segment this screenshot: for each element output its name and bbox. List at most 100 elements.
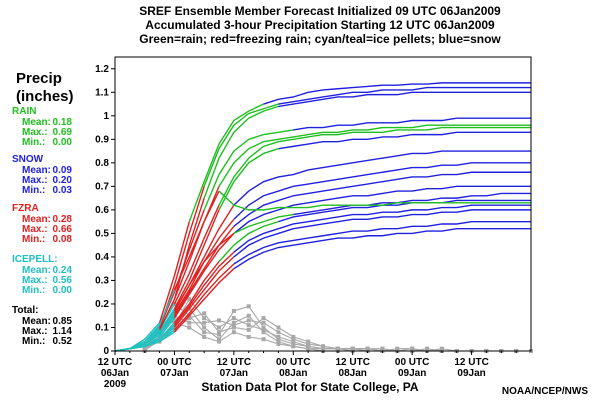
stat-label: Mean: xyxy=(22,165,51,176)
member-line-m13-fzra xyxy=(173,261,220,324)
x-tick-label: 09Jan xyxy=(398,368,426,379)
member-line-m13-rain xyxy=(218,220,279,263)
title-line-1: SREF Ensemble Member Forecast Initialize… xyxy=(139,4,501,18)
three-hour-point xyxy=(306,344,311,349)
three-hour-point xyxy=(187,297,192,302)
x-tick-label: 09Jan xyxy=(457,368,485,379)
precip-label: Precip (inches) xyxy=(16,70,74,106)
stat-label: Min.: xyxy=(22,285,46,296)
x-tick-label: 2009 xyxy=(104,379,127,390)
member-line-m2-rain xyxy=(203,103,279,187)
y-tick-label: 0.5 xyxy=(95,228,109,239)
three-hour-point xyxy=(231,330,236,335)
stat-label: Max.: xyxy=(22,224,48,235)
three-hour-point xyxy=(291,341,296,346)
three-hour-point xyxy=(217,330,221,335)
member-line-m18-icepell xyxy=(114,329,161,352)
three-hour-point xyxy=(217,332,221,337)
x-tick-label: 00 UTC xyxy=(157,357,191,368)
three-hour-point xyxy=(202,311,207,316)
three-hour-point xyxy=(395,346,400,351)
member-line-m17-snow xyxy=(233,227,531,270)
three-hour-point xyxy=(231,323,236,328)
stat-value: 0.85 xyxy=(52,316,72,327)
y-tick-label: 0.4 xyxy=(95,252,109,263)
category-name: SNOW xyxy=(12,154,44,165)
precip-label-line-1: Precip xyxy=(16,70,62,87)
stat-value: 0.18 xyxy=(52,117,72,128)
three-hour-point xyxy=(246,304,251,309)
x-tick-label: 12 UTC xyxy=(335,357,369,368)
category-name: FZRA xyxy=(12,203,39,214)
stat-label: Mean: xyxy=(22,265,51,276)
three-hour-point xyxy=(261,330,266,335)
stat-value: 0.08 xyxy=(52,234,72,245)
three-hour-point xyxy=(246,318,251,323)
stat-value: 0.00 xyxy=(52,137,72,148)
three-hour-point xyxy=(217,318,221,323)
three-hour-point xyxy=(291,334,296,339)
three-hour-point xyxy=(202,316,207,321)
member-line-m12-fzra xyxy=(173,232,235,312)
y-tick-label: 0 xyxy=(103,346,109,357)
member-line-m17-fzra xyxy=(173,268,235,333)
member-line-m16-snow xyxy=(233,220,531,265)
member-line-m10-snow xyxy=(233,171,531,227)
stat-label: Min.: xyxy=(22,185,46,196)
member-line-m14-fzra xyxy=(173,251,235,326)
three-hour-point xyxy=(231,309,236,314)
member-line-m16-fzra xyxy=(173,263,235,331)
stat-label: Min.: xyxy=(22,336,46,347)
three-hour-point xyxy=(261,320,266,325)
stat-value: 0.09 xyxy=(52,165,72,176)
x-tick-label: 08Jan xyxy=(279,368,307,379)
three-hour-point xyxy=(202,325,207,330)
x-tick-label: 12 UTC xyxy=(98,357,132,368)
member-line-m7-fzra xyxy=(173,209,220,309)
three-hour-point xyxy=(380,346,385,351)
member-line-m5-fzra xyxy=(173,186,220,291)
three-hour-point xyxy=(246,313,251,318)
member-line-m1-rain xyxy=(188,103,264,222)
member-line-m10-fzra xyxy=(173,225,235,317)
stat-label: Max.: xyxy=(22,326,48,337)
member-line-m11-fzra xyxy=(173,232,235,319)
stat-value: 0.20 xyxy=(52,175,72,186)
member-line-m2-snow xyxy=(278,86,531,105)
three-hour-point xyxy=(261,327,266,332)
three-hour-point xyxy=(306,341,311,346)
member-line-m8-snow xyxy=(233,150,531,206)
member-line-m12-snow xyxy=(293,192,531,216)
y-tick-label: 0.9 xyxy=(95,134,109,145)
x-tick-label: 08Jan xyxy=(339,368,367,379)
three-hour-point xyxy=(231,325,236,330)
three-hour-point xyxy=(202,334,207,339)
stat-value: 0.00 xyxy=(52,285,72,296)
stat-label: Max.: xyxy=(22,275,48,286)
three-hour-point xyxy=(335,346,340,351)
three-hour-point xyxy=(261,325,266,330)
member-line-m3-rain xyxy=(203,105,279,199)
title-line-3: Green=rain; red=freezing rain; cyan/teal… xyxy=(139,32,501,46)
member-line-m1-fzra xyxy=(158,221,190,323)
three-hour-point xyxy=(217,325,221,330)
stats-panel: Precip (inches) RAIN Mean: 0.18 Max.: 0.69 Mi… xyxy=(0,0,90,401)
member-line-m4-rain xyxy=(203,129,294,211)
three-hour-point xyxy=(276,325,281,330)
y-tick-label: 0.8 xyxy=(95,158,109,169)
three-hour-point xyxy=(217,337,221,342)
three-hour-point xyxy=(246,327,251,332)
stat-label: Mean: xyxy=(22,117,51,128)
three-hour-point xyxy=(202,330,207,335)
stat-value: 0.24 xyxy=(52,265,72,276)
three-hour-point xyxy=(350,346,355,351)
three-hour-point xyxy=(439,346,444,351)
stat-label: Mean: xyxy=(22,316,51,327)
stat-value: 0.28 xyxy=(52,214,72,225)
x-tick-label: 07Jan xyxy=(220,368,248,379)
stat-value: 0.56 xyxy=(52,275,72,286)
three-hour-series xyxy=(142,297,533,353)
three-hour-point xyxy=(231,320,236,325)
x-tick-label: 06Jan xyxy=(101,368,129,379)
